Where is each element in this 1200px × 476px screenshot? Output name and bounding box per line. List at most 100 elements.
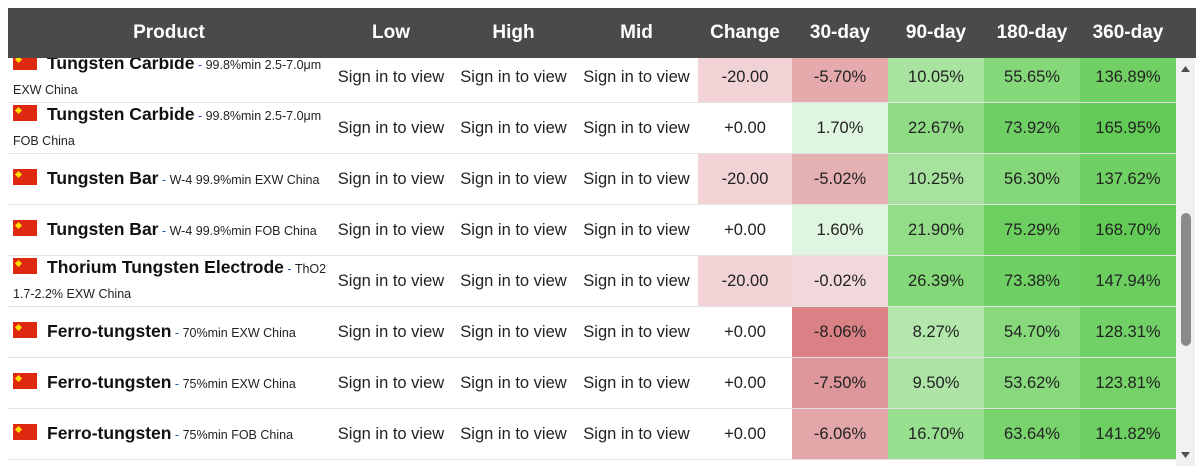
table-cell: 10.05% [888,58,984,102]
table-cell: +0.00 [698,307,792,357]
table-cell: +0.00 [698,205,792,255]
table-cell: Sign in to view [460,118,567,137]
table-cell: Sign in to view [337,220,445,239]
product-name: Thorium Tungsten Electrode [47,257,284,277]
table-cell: 73.92% [984,103,1080,153]
table-cell: -0.02% [792,256,888,306]
table-cell: 9.50% [888,358,984,408]
product-name: Tungsten Bar [47,218,159,239]
scroll-down[interactable] [1181,452,1190,458]
table-cell: Sign in to view [583,322,690,341]
table-cell: -20.00 [698,154,792,204]
table-cell: Sign in to view [337,169,445,188]
table-header: Product Low High Mid Change 30-day 90-day 180-d… [8,8,1196,58]
flag-icon [13,372,37,389]
table-cell: 8.27% [888,307,984,357]
product-spec: W-4 99.9%min EXW China [169,172,320,187]
table-row: Tungsten Carbide - 99.8%min 2.5-7.0μm EX… [8,58,1176,103]
flag-icon [13,423,37,440]
table-cell: Sign in to view [337,67,445,86]
table-cell: 54.70% [984,307,1080,357]
product-text: Ferro-tungsten - 75%min FOB China [13,421,293,448]
header-cell: 30-day [809,22,871,43]
table-cell: Sign in to view [460,271,567,290]
product-cell: Ferro-tungsten - 75%min FOB China [8,409,330,459]
price-table: Product Low High Mid Change 30-day 90-day 180-d… [8,8,1196,466]
table-cell: Sign in to view [583,118,690,137]
table-cell: 26.39% [888,256,984,306]
table-cell: +0.00 [698,358,792,408]
table-cell: Sign in to view [583,220,690,239]
table-cell: 10.25% [888,154,984,204]
table-cell: 137.62% [1080,154,1176,204]
table-cell: 53.62% [984,358,1080,408]
table-cell: Sign in to view [337,271,445,290]
table-cell: Sign in to view [460,322,567,341]
product-cell: Ferro-tungsten - 75%min EXW China [8,358,330,408]
header-cell: Product [133,22,205,43]
table-cell: 63.64% [984,409,1080,459]
flag-icon [13,219,37,236]
product-spec: ThO2 1.7-2.2% EXW China [13,262,327,301]
table-cell: 1.70% [792,103,888,153]
product-name: Tungsten Carbide [47,104,195,124]
table-cell: -20.00 [698,58,792,102]
product-spec: 70%min EXW China [182,325,296,340]
table-cell: Sign in to view [583,67,690,86]
table-row: Tungsten Carbide - 99.8%min 2.5-7.0μm FO… [8,103,1176,154]
table-row: Tungsten Bar - W-4 99.9%min EXW China Sig… [8,154,1176,205]
table-cell: 55.65% [984,58,1080,102]
header-cell: Low [372,22,410,43]
separator: - [158,223,170,238]
header-cell: Mid [620,22,653,43]
product-name: Ferro-tungsten [47,371,172,392]
separator: - [158,172,170,187]
flag-icon [13,321,37,338]
table-cell: -8.06% [792,307,888,357]
table-cell: 56.30% [984,154,1080,204]
separator: - [171,427,183,442]
table-cell: Sign in to view [460,67,567,86]
product-spec: 75%min EXW China [182,376,296,391]
table-cell: -5.02% [792,154,888,204]
table-cell: Sign in to view [460,373,567,392]
scrollbar[interactable] [1176,58,1195,466]
product-cell: Tungsten Carbide - 99.8%min 2.5-7.0μm FO… [8,103,330,153]
table-cell: -6.06% [792,409,888,459]
header-cell: 360-day [1092,22,1164,43]
product-text: Thorium Tungsten Electrode - ThO2 1.7-2.… [13,255,330,307]
product-cell: Ferro-tungsten - 70%min EXW China [8,307,330,357]
table-cell: 141.82% [1080,409,1176,459]
product-spec: 99.8%min 2.5-7.0μm FOB China [13,109,322,148]
table-cell: Sign in to view [337,424,445,443]
scroll-up[interactable] [1181,66,1190,72]
product-text: Tungsten Carbide - 99.8%min 2.5-7.0μm EX… [13,58,330,103]
table-cell: 168.70% [1080,205,1176,255]
product-cell: Thorium Tungsten Electrode - ThO2 1.7-2.… [8,256,330,306]
table-row: Thorium Tungsten Electrode - ThO2 1.7-2.… [8,256,1176,307]
table-cell: Sign in to view [460,424,567,443]
header-cell: High [492,22,535,43]
table-cell: 16.70% [888,409,984,459]
flag-icon [13,168,37,185]
flag-icon [13,258,37,274]
table-cell: 75.29% [984,205,1080,255]
table-cell: +0.00 [698,409,792,459]
scroll-thumb[interactable] [1181,213,1191,346]
table-cell: 128.31% [1080,307,1176,357]
table-cell: 22.67% [888,103,984,153]
table-row: Tungsten Bar - W-4 99.9%min FOB China Sig… [8,205,1176,256]
table-body: Tungsten Carbide - 99.8%min 2.5-7.0μm EX… [8,58,1176,466]
table-cell: Sign in to view [460,169,567,188]
flag-icon [13,105,37,121]
separator: - [171,376,183,391]
table-cell: 21.90% [888,205,984,255]
header-cell: 180-day [996,22,1068,43]
product-text: Ferro-tungsten - 75%min EXW China [13,370,296,397]
separator: - [171,325,183,340]
table-cell: Sign in to view [337,373,445,392]
table-row: Ferro-tungsten - 75%min EXW China Sign in… [8,358,1176,409]
table-cell: Sign in to view [583,169,690,188]
table-cell: 123.81% [1080,358,1176,408]
